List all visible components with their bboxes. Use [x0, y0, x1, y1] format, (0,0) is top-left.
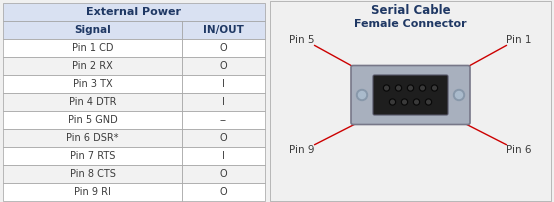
Bar — [182, 93, 265, 111]
Text: O: O — [220, 169, 227, 179]
Bar — [3, 147, 182, 165]
Bar — [3, 129, 182, 147]
Bar — [182, 57, 265, 75]
Text: O: O — [220, 187, 227, 197]
Bar — [182, 39, 265, 57]
FancyBboxPatch shape — [373, 75, 448, 115]
Circle shape — [455, 92, 463, 99]
Circle shape — [413, 99, 419, 105]
Circle shape — [403, 100, 406, 104]
Bar — [182, 75, 265, 93]
Bar — [3, 111, 182, 129]
Bar — [3, 3, 265, 21]
Bar — [3, 57, 182, 75]
Text: O: O — [220, 43, 227, 53]
Text: O: O — [220, 133, 227, 143]
Text: Signal: Signal — [74, 25, 111, 35]
Text: Pin 4 DTR: Pin 4 DTR — [69, 97, 116, 107]
Text: Pin 1: Pin 1 — [506, 35, 532, 45]
Bar — [182, 111, 265, 129]
Bar — [3, 93, 182, 111]
Circle shape — [358, 92, 366, 99]
Bar — [182, 147, 265, 165]
Circle shape — [389, 99, 396, 105]
Circle shape — [419, 85, 425, 91]
Bar — [182, 183, 265, 201]
Circle shape — [409, 86, 412, 90]
Text: Pin 8 CTS: Pin 8 CTS — [70, 169, 115, 179]
Bar — [182, 21, 265, 39]
Circle shape — [402, 99, 408, 105]
Bar — [182, 129, 265, 147]
Bar — [3, 39, 182, 57]
Bar — [3, 21, 182, 39]
Circle shape — [427, 100, 430, 104]
Text: Pin 6: Pin 6 — [506, 145, 532, 155]
Text: Pin 9 RI: Pin 9 RI — [74, 187, 111, 197]
Text: Pin 3 TX: Pin 3 TX — [73, 79, 112, 89]
Text: Female Connector: Female Connector — [354, 19, 467, 29]
Text: Pin 7 RTS: Pin 7 RTS — [70, 151, 115, 161]
Text: --: -- — [220, 115, 227, 125]
Circle shape — [425, 99, 432, 105]
Circle shape — [420, 86, 424, 90]
Bar — [3, 183, 182, 201]
Text: I: I — [222, 151, 225, 161]
Text: I: I — [222, 79, 225, 89]
Bar — [3, 165, 182, 183]
Circle shape — [391, 100, 394, 104]
Text: Pin 2 RX: Pin 2 RX — [72, 61, 113, 71]
Text: Pin 1 CD: Pin 1 CD — [72, 43, 113, 53]
Bar — [3, 75, 182, 93]
Circle shape — [454, 89, 464, 101]
Circle shape — [396, 85, 402, 91]
Text: Pin 5: Pin 5 — [289, 35, 315, 45]
Circle shape — [357, 89, 367, 101]
Circle shape — [383, 85, 389, 91]
Text: O: O — [220, 61, 227, 71]
Text: Pin 6 DSR*: Pin 6 DSR* — [66, 133, 119, 143]
Text: Serial Cable: Serial Cable — [371, 4, 450, 18]
Circle shape — [433, 86, 437, 90]
Circle shape — [408, 85, 413, 91]
Text: Pin 5 GND: Pin 5 GND — [68, 115, 117, 125]
Text: I: I — [222, 97, 225, 107]
Text: External Power: External Power — [86, 7, 182, 17]
Circle shape — [432, 85, 438, 91]
Bar — [182, 165, 265, 183]
Circle shape — [384, 86, 388, 90]
Circle shape — [397, 86, 401, 90]
FancyBboxPatch shape — [351, 65, 470, 124]
Text: Pin 9: Pin 9 — [289, 145, 315, 155]
Circle shape — [415, 100, 418, 104]
Text: IN/OUT: IN/OUT — [203, 25, 244, 35]
Bar — [270, 1, 551, 201]
